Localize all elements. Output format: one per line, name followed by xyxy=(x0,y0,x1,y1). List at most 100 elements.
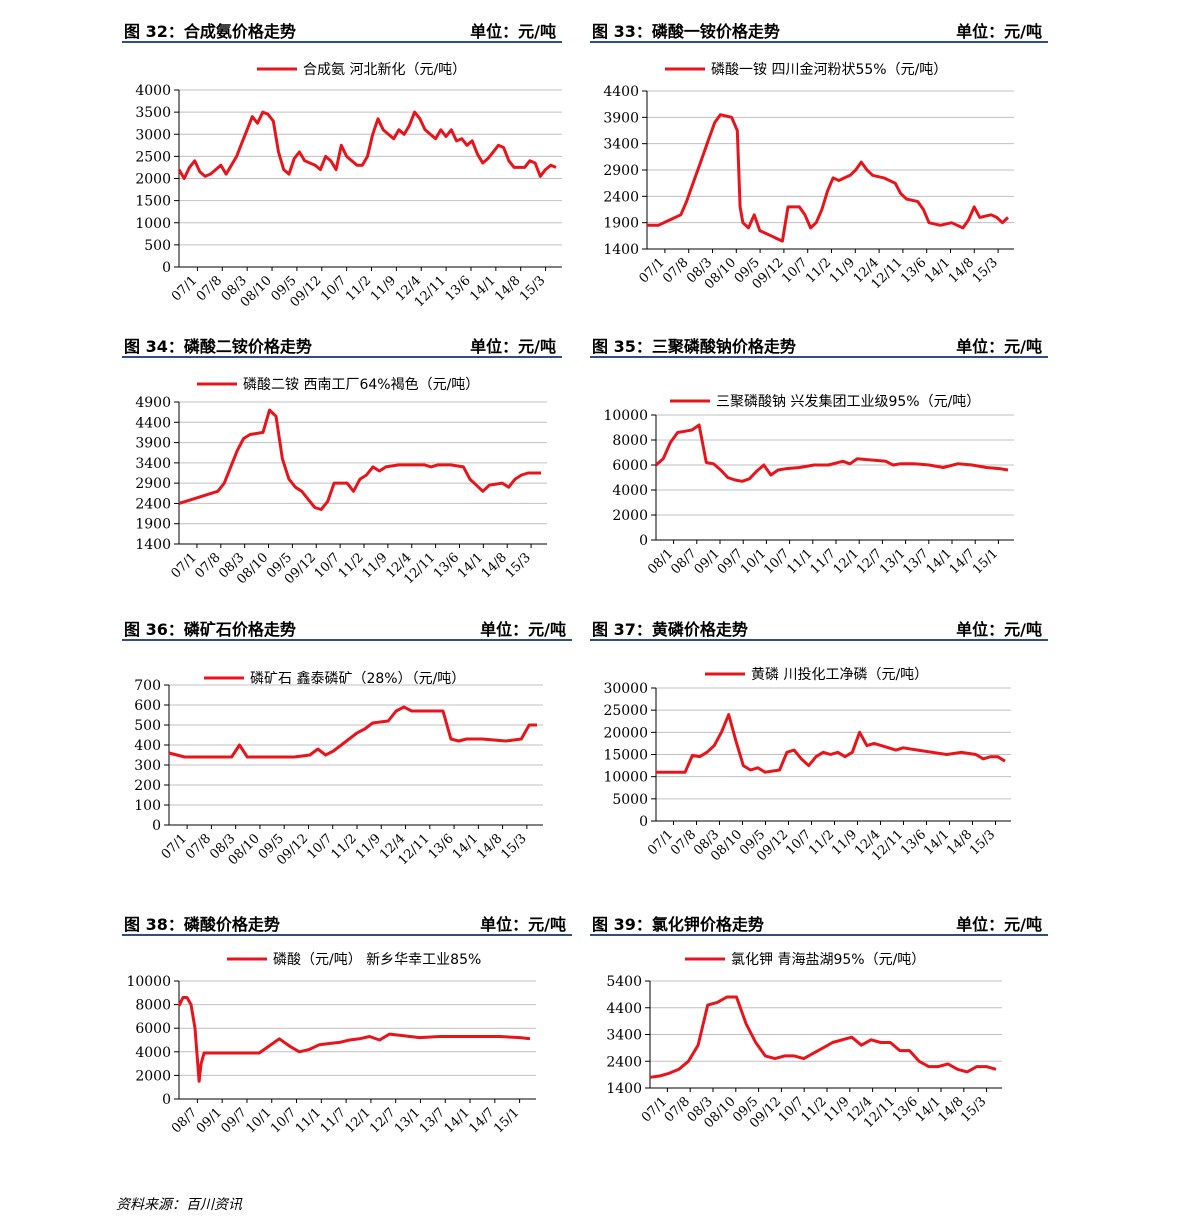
series-line xyxy=(656,713,1006,774)
x-tick-label: 07/8 xyxy=(668,827,699,858)
y-tick-label: 1400 xyxy=(606,1081,642,1097)
x-tick-label: 10/7 xyxy=(318,273,349,304)
y-tick-label: 10000 xyxy=(603,408,648,424)
y-tick-label: 2000 xyxy=(612,508,648,524)
y-tick-label: 700 xyxy=(134,678,161,694)
x-tick-label: 15/1 xyxy=(491,1105,522,1136)
y-tick-label: 1400 xyxy=(135,537,171,553)
chart-header: 图 39：氯化钾价格走势 单位：元/吨 xyxy=(590,910,1048,936)
x-tick-label: 15/1 xyxy=(970,546,1001,577)
x-tick-label: 08/7 xyxy=(169,1105,200,1136)
x-tick-label: 12/7 xyxy=(854,546,885,577)
y-tick-label: 5000 xyxy=(612,792,648,808)
y-tick-label: 4900 xyxy=(135,395,171,411)
y-tick-label: 2900 xyxy=(603,163,639,179)
legend-label: 合成氨 河北新化（元/吨） xyxy=(303,62,466,78)
x-tick-label: 14/8 xyxy=(946,255,977,286)
x-tick-label: 13/6 xyxy=(431,550,462,581)
line-chart: 1400 1900 2400 2900 3400 3900 4400 4900 07/107/8… xyxy=(135,376,547,587)
x-tick-label: 11/2 xyxy=(806,827,837,858)
x-tick-label: 15/3 xyxy=(503,550,534,581)
y-tick-label: 0 xyxy=(162,1092,171,1108)
x-tick-label: 10/7 xyxy=(312,550,343,581)
y-tick-label: 2400 xyxy=(603,189,639,205)
x-tick-label: 09/1 xyxy=(692,546,723,577)
x-tick-label: 07/1 xyxy=(169,550,200,581)
series-line xyxy=(649,995,997,1079)
x-tick-label: 12/1 xyxy=(342,1105,373,1136)
x-tick-label: 11/9 xyxy=(827,255,858,286)
x-tick-label: 10/1 xyxy=(243,1105,274,1136)
x-tick-label: 08/7 xyxy=(668,546,699,577)
y-tick-label: 3400 xyxy=(135,456,171,472)
x-tick-label: 07/1 xyxy=(169,273,200,304)
chart-panel-34: 图 34：磷酸二铵价格走势 单位：元/吨 1400 1900 2400 2900 340… xyxy=(122,332,562,607)
line-chart: 05000100001500020000250003000007/107/808… xyxy=(603,666,1011,864)
y-tick-label: 10000 xyxy=(603,770,648,786)
y-tick-label: 8000 xyxy=(612,433,648,449)
series-line xyxy=(168,705,537,759)
x-tick-label: 11/7 xyxy=(808,546,839,577)
figure-title: 图 35：三聚磷酸钠价格走势 xyxy=(592,337,796,356)
x-tick-label: 13/7 xyxy=(900,546,931,577)
x-tick-label: 13/6 xyxy=(898,827,929,858)
x-tick-label: 13/6 xyxy=(898,255,929,286)
line-chart: 1400240034004400540007/107/808/308/1009/… xyxy=(606,952,1002,1131)
y-tick-label: 5400 xyxy=(606,974,642,990)
chart-header: 图 33：磷酸一铵价格走势 单位：元/吨 xyxy=(590,17,1048,43)
y-tick-label: 3400 xyxy=(606,1028,642,1044)
series-line xyxy=(647,113,1010,243)
x-tick-label: 07/8 xyxy=(660,255,691,286)
x-tick-label: 13/6 xyxy=(426,831,457,862)
x-tick-label: 09/7 xyxy=(715,546,746,577)
x-tick-label: 11/2 xyxy=(336,550,367,581)
x-tick-label: 10/7 xyxy=(268,1105,299,1136)
y-tick-label: 4400 xyxy=(603,84,639,100)
chart-panel-39: 图 39：氯化钾价格走势 单位：元/吨 1400 2400 3400 4400 5400… xyxy=(590,910,1048,1175)
chart-header: 图 37：黄磷价格走势 单位：元/吨 xyxy=(590,615,1048,641)
series-line xyxy=(655,423,1009,483)
y-tick-label: 1000 xyxy=(135,216,171,232)
unit-label: 单位：元/吨 xyxy=(956,22,1042,41)
legend-label: 磷酸一铵 四川金河粉状55%（元/吨） xyxy=(711,62,947,78)
x-tick-label: 13/1 xyxy=(877,546,908,577)
unit-label: 单位：元/吨 xyxy=(470,337,556,356)
y-tick-label: 15000 xyxy=(603,748,648,764)
x-tick-label: 11/2 xyxy=(343,273,374,304)
x-tick-label: 11/9 xyxy=(368,273,399,304)
x-tick-label: 08/1 xyxy=(645,546,676,577)
unit-label: 单位：元/吨 xyxy=(956,915,1042,934)
line-chart: 020004000600080001000008/108/709/109/710… xyxy=(603,393,1014,577)
unit-label: 单位：元/吨 xyxy=(956,620,1042,639)
y-tick-label: 2900 xyxy=(135,476,171,492)
line-chart: 010020030040050060070007/107/808/308/100… xyxy=(134,670,543,868)
legend-label: 磷矿石 鑫泰磷矿（28%）（元/吨） xyxy=(250,670,465,687)
figure-title: 图 36：磷矿石价格走势 xyxy=(124,620,296,639)
x-tick-label: 14/1 xyxy=(455,550,486,581)
x-tick-label: 12/7 xyxy=(367,1105,398,1136)
y-tick-label: 25000 xyxy=(603,703,648,719)
y-tick-label: 1400 xyxy=(603,242,639,258)
y-tick-label: 2500 xyxy=(135,149,171,165)
x-tick-label: 14/8 xyxy=(492,273,523,304)
x-tick-label: 11/1 xyxy=(784,546,815,577)
figure-title: 图 37：黄磷价格走势 xyxy=(592,620,748,639)
figure-title: 图 34：磷酸二铵价格走势 xyxy=(124,337,312,356)
chart-panel-33: 图 33：磷酸一铵价格走势 单位：元/吨 1400 1900 2400 2900 340… xyxy=(590,17,1048,317)
y-tick-label: 0 xyxy=(639,533,648,549)
chart-header: 图 32：合成氨价格走势 单位：元/吨 xyxy=(122,17,562,43)
x-tick-label: 15/3 xyxy=(498,831,529,862)
x-tick-label: 14/1 xyxy=(922,255,953,286)
series-line xyxy=(178,408,541,511)
x-tick-label: 15/3 xyxy=(517,273,548,304)
y-tick-label: 20000 xyxy=(603,725,648,741)
x-tick-label: 11/1 xyxy=(293,1105,324,1136)
x-tick-label: 10/7 xyxy=(783,827,814,858)
x-tick-label: 13/6 xyxy=(443,273,474,304)
figure-title: 图 33：磷酸一铵价格走势 xyxy=(592,22,780,41)
y-tick-label: 3500 xyxy=(135,105,171,121)
y-tick-label: 1900 xyxy=(135,517,171,533)
line-chart: 0 500 1000 1500 2000 2500 3000 3500 4000 07/107/8… xyxy=(135,62,562,310)
x-tick-label: 15/3 xyxy=(970,255,1001,286)
y-tick-label: 2000 xyxy=(135,1068,171,1084)
